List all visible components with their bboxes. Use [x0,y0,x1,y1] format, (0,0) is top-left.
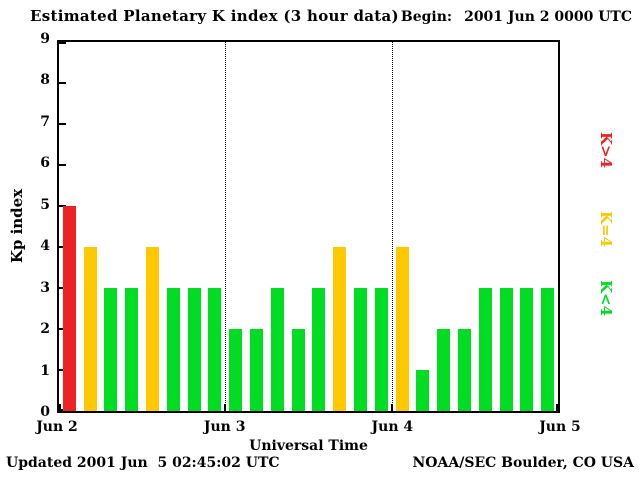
kp-bar [333,247,347,411]
updated-timestamp: Updated 2001 Jun 5 02:45:02 UTC [6,455,280,471]
y-tick-label: 5 [40,196,50,213]
y-tick-mark [59,42,66,44]
y-tick-label: 9 [40,31,50,47]
kp-bar [104,288,118,411]
y-tick-mark [59,409,66,411]
x-axis-title: Universal Time [249,438,368,454]
begin-label: Begin: [400,9,453,25]
plot-area [57,40,560,413]
y-tick-mark [59,246,66,248]
y-tick-label: 2 [40,321,50,338]
kp-bar [478,288,492,411]
y-tick-label: 0 [40,404,50,420]
legend-item: K=4 [597,210,615,248]
kp-bar [229,329,243,411]
begin-time: Begin: 2001 Jun 2 0000 UTC [401,9,632,25]
y-tick-label: 1 [40,362,50,379]
day-boundary-line [391,42,393,411]
kp-bar [125,288,139,411]
y-tick-mark [59,82,66,84]
legend-item: K>4 [597,131,615,169]
kp-bar [270,288,284,411]
y-tick-label: 4 [40,238,50,255]
chart-title: Estimated Planetary K index (3 hour data… [30,7,399,25]
x-tick-mark [224,404,227,411]
kp-bar [416,370,430,411]
kp-bar [83,247,97,411]
kp-bar [312,288,326,411]
kp-bar [187,288,201,411]
y-tick-mark [59,205,66,207]
kp-bar [166,288,180,411]
x-tick-mark [556,404,558,411]
kp-bar [457,329,471,411]
kp-bar [250,329,264,411]
legend-item: K<4 [597,279,615,317]
y-tick-label: 7 [40,113,50,130]
kp-bar [374,288,388,411]
kp-bar [62,206,76,411]
kp-bar [520,288,534,411]
x-tick-label: Jun 2 [36,419,78,435]
kp-bar [541,288,555,411]
y-tick-mark [59,164,66,166]
begin-value: 2001 Jun 2 0000 UTC [464,9,632,25]
x-tick-label: Jun 3 [203,419,246,435]
x-tick-label: Jun 4 [371,419,414,435]
kp-bar [437,329,451,411]
kp-bar [353,288,367,411]
y-axis-title: Kp index [8,188,26,264]
x-tick-mark [390,404,393,411]
y-tick-label: 8 [40,72,50,89]
kp-bar [146,247,160,411]
y-tick-mark [59,369,66,371]
x-tick-label: Jun 5 [539,419,581,435]
kp-bar [499,288,513,411]
kp-bar [208,288,222,411]
y-tick-mark [59,287,66,289]
day-boundary-line [225,42,227,411]
y-tick-mark [59,328,66,330]
y-tick-label: 3 [40,279,50,296]
credit: NOAA/SEC Boulder, CO USA [412,455,635,471]
kp-bar [395,247,409,411]
kp-bar [291,329,305,411]
y-tick-label: 6 [40,155,50,172]
y-tick-mark [59,123,66,125]
x-tick-mark [59,404,61,411]
